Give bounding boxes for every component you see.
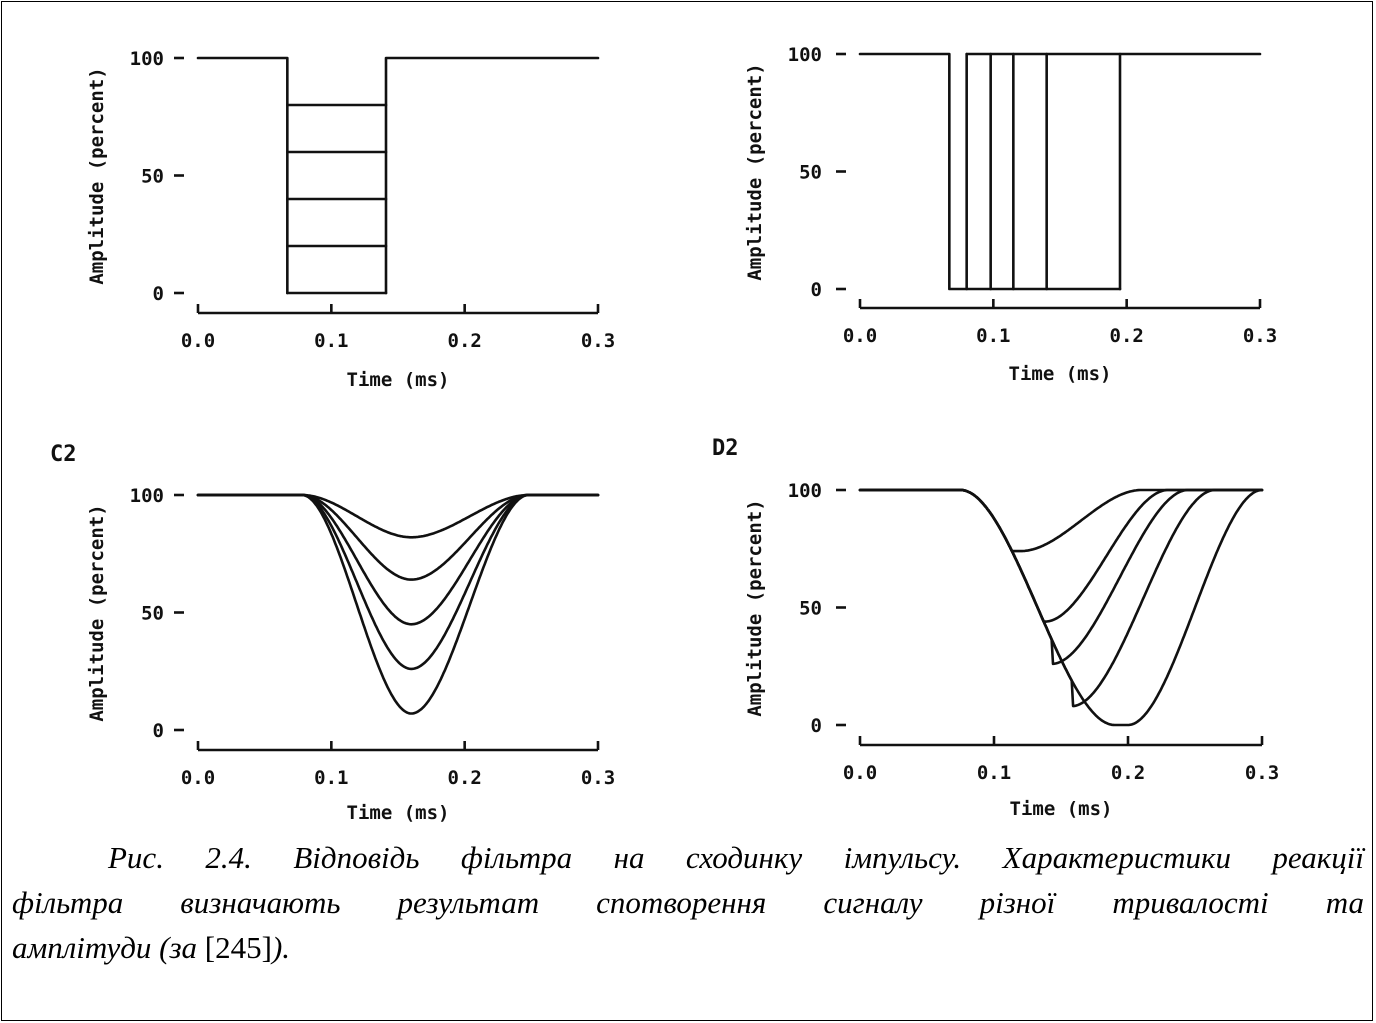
response-curve — [196, 493, 600, 715]
caption-text-end: ). — [271, 930, 291, 965]
y-tick-label: 0 — [153, 720, 164, 742]
x-tick-label: 0.2 — [1111, 762, 1145, 784]
panel-label: C2 — [50, 442, 77, 467]
caption-reference: [245] — [204, 930, 272, 965]
chart-panel-c2: C2 0 50 100 Amplitude (percent) 0.0 0.1 0.2 0.3 T… — [50, 442, 615, 824]
caption-line-3: амплітуди (за [245]). — [12, 925, 1364, 970]
x-tick-label: 0.3 — [581, 330, 615, 352]
y-tick-label: 0 — [153, 283, 164, 305]
x-axis-label: Time (ms) — [1009, 363, 1112, 385]
x-tick-label: 0.2 — [448, 767, 482, 789]
y-axis-label: Amplitude (percent) — [86, 504, 108, 721]
response-curve — [858, 488, 1264, 708]
caption-line-1: Рис. 2.4. Відповідь фільтра на сходинку … — [108, 840, 1364, 875]
x-axis-label: Time (ms) — [347, 802, 450, 824]
x-tick-label: 0.0 — [181, 330, 215, 352]
y-axis-label: Amplitude (percent) — [86, 67, 108, 284]
response-curve — [196, 493, 600, 626]
y-tick-label: 100 — [788, 44, 822, 66]
response-curve — [196, 493, 600, 539]
x-tick-label: 0.2 — [1110, 325, 1144, 347]
y-tick-label: 100 — [130, 485, 164, 507]
y-axis-label: Amplitude (percent) — [744, 63, 766, 280]
x-tick-label: 0.1 — [314, 767, 348, 789]
y-tick-label: 50 — [799, 162, 822, 184]
x-tick-label: 0.1 — [314, 330, 348, 352]
y-tick-label: 50 — [141, 603, 164, 625]
response-curve — [858, 488, 1264, 623]
response-curve — [196, 493, 600, 671]
x-axis-label: Time (ms) — [347, 369, 450, 391]
response-curve — [196, 493, 600, 581]
y-axis-label: Amplitude (percent) — [744, 499, 766, 716]
x-tick-label: 0.3 — [1243, 325, 1277, 347]
x-tick-label: 0.3 — [581, 767, 615, 789]
y-tick-label: 50 — [141, 166, 164, 188]
caption-line-2: фільтра визначають результат спотворення… — [12, 885, 1364, 920]
y-tick-label: 0 — [811, 279, 822, 301]
y-tick-label: 0 — [811, 715, 822, 737]
x-tick-label: 0.3 — [1245, 762, 1279, 784]
chart-panel-d2: D2 0 50 100 Amplitude (percent) 0.0 0.1 0.2 0.3 T… — [712, 436, 1279, 820]
panel-label: D2 — [712, 436, 739, 461]
figure-caption: Рис. 2.4. Відповідь фільтра на сходинку … — [12, 835, 1364, 970]
response-curve — [858, 488, 1264, 727]
pulse-baseline — [858, 52, 1122, 291]
chart-panel-b1: 0 50 100 Amplitude (percent) 0.0 0.1 0.2 0.3 Tim… — [744, 44, 1277, 385]
x-tick-label: 0.0 — [181, 767, 215, 789]
y-tick-label: 100 — [130, 48, 164, 70]
response-curve — [858, 488, 1264, 553]
y-tick-label: 50 — [799, 598, 822, 620]
pulse-leading-edge — [196, 56, 289, 295]
x-tick-label: 0.0 — [843, 325, 877, 347]
x-tick-label: 0.1 — [976, 325, 1010, 347]
x-tick-label: 0.2 — [448, 330, 482, 352]
x-tick-label: 0.1 — [977, 762, 1011, 784]
x-axis-label: Time (ms) — [1010, 798, 1113, 820]
chart-panel-a1: 0 50 100 Amplitude (percent) 0.0 0.1 0.2 0.3 Tim… — [86, 48, 615, 391]
caption-text: амплітуди (за — [12, 930, 205, 965]
x-tick-label: 0.0 — [843, 762, 877, 784]
pulse-trailing-edge — [384, 56, 600, 295]
y-tick-label: 100 — [788, 480, 822, 502]
response-curve — [858, 488, 1264, 666]
